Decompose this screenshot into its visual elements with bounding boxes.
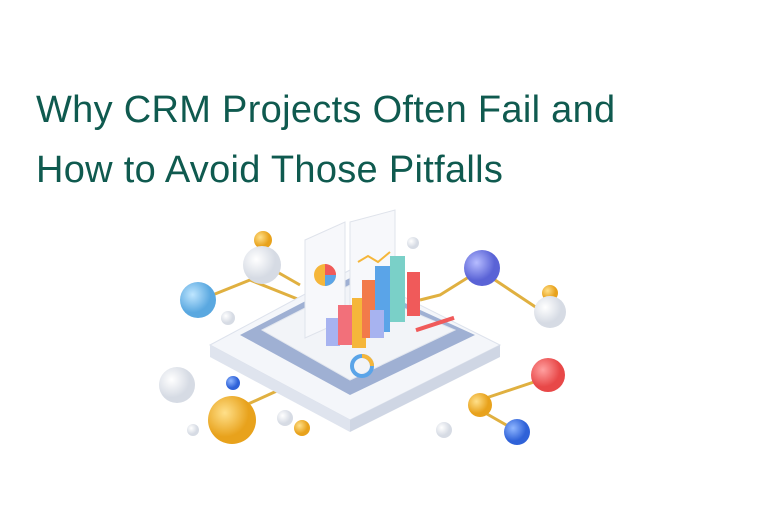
bar: [326, 318, 340, 346]
page-title: Why CRM Projects Often Fail and How to A…: [36, 80, 615, 200]
bar-chart-icon: [326, 256, 420, 348]
platform-base-side: [210, 345, 350, 432]
node-sphere-icon: [159, 231, 566, 445]
bar: [407, 272, 420, 316]
bar: [338, 305, 352, 345]
donut-chart-icon: [350, 354, 374, 378]
bar: [390, 256, 405, 322]
progress-bar: [415, 315, 455, 333]
title-line-1: Why CRM Projects Often Fail and: [36, 89, 616, 131]
title-line-2: How to Avoid Those Pitfalls: [36, 149, 504, 191]
bar: [370, 310, 384, 338]
pie-chart-icon: [314, 264, 336, 286]
